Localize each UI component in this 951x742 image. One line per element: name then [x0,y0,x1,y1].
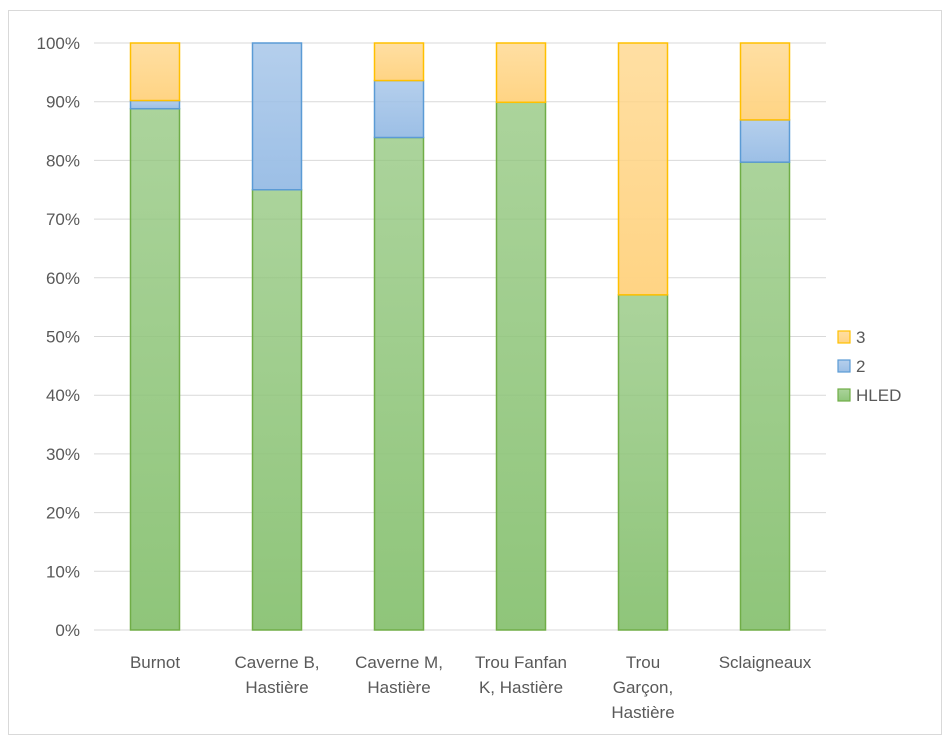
x-axis-tick-labels: Burnot Caverne B, Hastière Caverne M, Hastiè… [130,653,812,722]
y-tick-label: 70% [46,210,80,229]
legend-label: 2 [856,357,865,376]
y-tick-label: 30% [46,445,80,464]
bar-segment [739,42,791,121]
bar-segment [129,99,181,110]
x-tick-label: Burnot [130,653,180,672]
bar-segment [251,42,303,191]
x-tick-label: Sclaigneaux [719,653,812,672]
bar-segment [373,79,425,139]
y-axis-tick-labels: 0% 10% 20% 30% 40% 50% 60% 70% 80% 90% 100% [37,34,80,640]
bar-segment [251,189,303,631]
bar-segment [373,42,425,82]
y-tick-label: 0% [55,621,80,640]
legend-swatch [837,359,851,373]
y-tick-label: 20% [46,504,80,523]
bar-segment [739,119,791,163]
bar-segment [495,101,547,631]
legend-swatch [837,330,851,344]
legend-label: HLED [856,386,901,405]
legend-swatch [837,388,851,402]
x-tick-label: Caverne B, Hastière [234,653,319,697]
bar-segment [373,136,425,631]
bars [129,42,791,631]
gridlines [94,42,826,631]
y-tick-label: 10% [46,562,80,581]
bar-segment [495,42,547,104]
x-tick-label: Trou Garçon, Hastière [611,653,674,722]
y-tick-label: 90% [46,93,80,112]
bar-segment [129,107,181,631]
bar-segment [617,42,669,296]
legend-label: 3 [856,328,865,347]
y-tick-label: 80% [46,151,80,170]
y-tick-label: 60% [46,269,80,288]
y-tick-label: 100% [37,34,80,53]
y-tick-label: 40% [46,386,80,405]
legend: 3 2 HLED [837,328,901,405]
bar-segment [739,161,791,631]
bar-segment [129,42,181,102]
bar-segment [617,294,669,631]
x-tick-label: Caverne M, Hastière [355,653,443,697]
y-tick-label: 50% [46,328,80,347]
x-tick-label: Trou Fanfan K, Hastière [475,653,567,697]
